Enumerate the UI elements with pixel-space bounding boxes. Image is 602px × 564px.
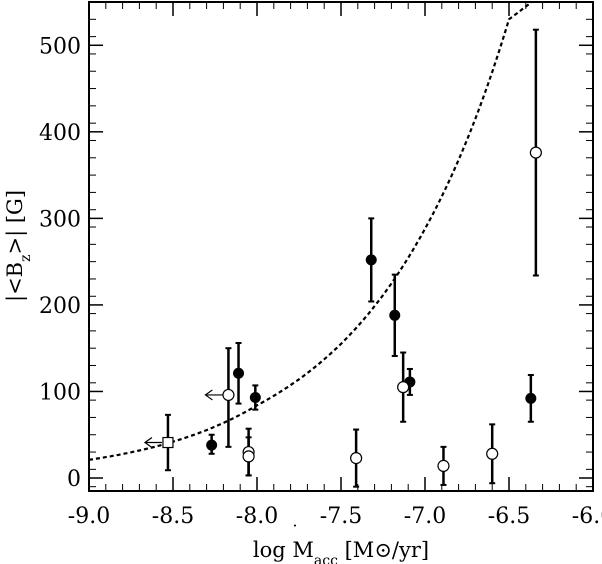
x-tick-label: -9.0	[68, 504, 110, 529]
x-tick-label: -8.5	[152, 504, 194, 529]
open-circle-marker	[222, 388, 235, 402]
x-tick-label: -7.0	[404, 504, 446, 529]
filled-circle-marker	[525, 392, 537, 404]
plot-frame	[88, 1, 594, 492]
x-tick-label: -8.0	[236, 504, 278, 529]
filled-circle-marker	[249, 392, 261, 404]
data-markers	[143, 146, 542, 473]
filled-circle-marker	[389, 309, 401, 321]
y-tick-label: 400	[39, 121, 81, 146]
y-tick-label: 200	[39, 294, 81, 319]
open-circle-marker	[529, 146, 542, 159]
open-circle-marker	[437, 459, 450, 473]
filled-circle-marker	[365, 254, 377, 266]
open-circle-marker	[397, 381, 410, 394]
x-axis-label-dot: ˙	[291, 522, 300, 543]
fit-curve-line	[89, 2, 534, 461]
y-axis-label: |<Bz>| [G]	[3, 190, 34, 302]
y-tick-label: 0	[67, 467, 81, 492]
y-tick-labels: 0 100 200 300 400 500	[39, 34, 81, 492]
y-tick-label: 500	[39, 34, 81, 59]
open-circle-marker	[486, 447, 499, 460]
x-tick-labels: -9.0 -8.5 -8.0 -7.5 -7.0 -6.5 -6.0	[68, 504, 602, 529]
upper-limit-arrowhead	[143, 437, 153, 449]
open-circle-marker	[242, 450, 255, 463]
x-tick-label: -6.5	[488, 504, 530, 529]
axis-ticks	[88, 1, 594, 491]
upper-limit-arrowhead	[204, 389, 213, 401]
open-circle-marker	[350, 452, 363, 465]
x-tick-label: -7.5	[320, 504, 362, 529]
fit-curve	[89, 2, 534, 461]
y-tick-label: 300	[39, 207, 81, 232]
open-square-marker	[162, 436, 174, 449]
filled-circle-marker	[233, 367, 245, 379]
x-axis-label: log Macc [M⊙/yr]	[253, 538, 429, 564]
x-tick-label: -6.0	[572, 504, 602, 529]
y-tick-label: 100	[39, 380, 81, 405]
filled-circle-marker	[206, 439, 218, 451]
